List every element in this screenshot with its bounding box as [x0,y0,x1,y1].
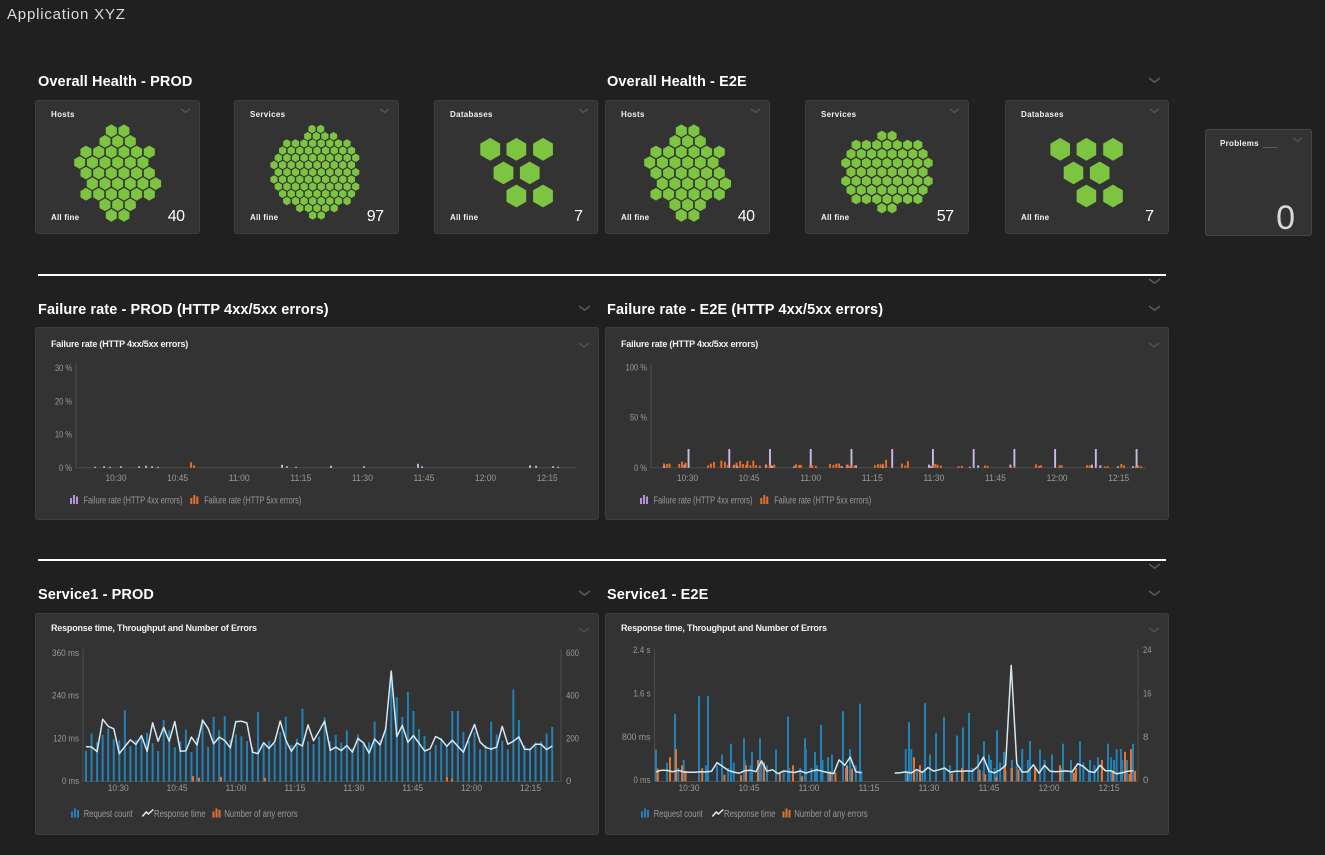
svg-text:1.6 s: 1.6 s [634,689,651,700]
svg-text:2.4 s: 2.4 s [633,645,651,656]
svg-text:10:30: 10:30 [679,783,700,794]
svg-text:16: 16 [1143,689,1152,700]
svg-text:Response time: Response time [154,809,206,820]
svg-text:30 %: 30 % [55,363,72,374]
svg-text:50 %: 50 % [630,413,647,424]
svg-text:11:30: 11:30 [343,783,364,794]
svg-text:12:15: 12:15 [1108,473,1129,484]
svg-text:20 %: 20 % [55,397,72,408]
svg-text:10:45: 10:45 [739,783,760,794]
svg-text:12:15: 12:15 [520,783,541,794]
svg-text:12:00: 12:00 [1039,783,1060,794]
svg-text:12:00: 12:00 [461,783,482,794]
svg-text:Number of any errors: Number of any errors [224,809,298,820]
svg-text:200: 200 [566,734,579,745]
svg-text:400: 400 [566,691,579,702]
svg-text:11:15: 11:15 [290,473,311,484]
svg-text:10:30: 10:30 [106,473,127,484]
svg-text:12:15: 12:15 [537,473,558,484]
svg-text:600: 600 [566,648,579,659]
svg-text:11:45: 11:45 [402,783,423,794]
svg-text:11:30: 11:30 [352,473,373,484]
svg-text:24: 24 [1143,645,1152,656]
svg-text:8: 8 [1143,732,1148,743]
svg-text:0: 0 [566,776,571,787]
svg-text:Request count: Request count [654,809,703,820]
svg-text:11:15: 11:15 [284,783,305,794]
svg-text:100 %: 100 % [626,363,648,374]
svg-text:11:45: 11:45 [985,473,1006,484]
svg-text:Failure rate (HTTP 4xx errors): Failure rate (HTTP 4xx errors) [84,496,183,507]
svg-text:11:30: 11:30 [919,783,940,794]
svg-text:10:30: 10:30 [108,783,129,794]
svg-text:Request count: Request count [84,809,133,820]
svg-text:12:00: 12:00 [475,473,496,484]
svg-text:11:00: 11:00 [800,473,821,484]
svg-text:11:45: 11:45 [979,783,1000,794]
svg-text:11:30: 11:30 [923,473,944,484]
svg-text:Failure rate (HTTP 4xx errors): Failure rate (HTTP 4xx errors) [654,496,753,507]
svg-text:11:00: 11:00 [226,783,247,794]
svg-text:0 %: 0 % [634,463,647,474]
svg-text:12:15: 12:15 [1099,783,1120,794]
svg-text:Number of any errors: Number of any errors [794,809,868,820]
svg-text:10:45: 10:45 [167,473,188,484]
svg-text:0 ms: 0 ms [62,776,79,787]
svg-text:0 ms: 0 ms [634,775,651,786]
svg-text:120 ms: 120 ms [53,734,79,745]
svg-text:10:45: 10:45 [167,783,188,794]
svg-text:Response time: Response time [724,809,776,820]
svg-text:Failure rate (HTTP 5xx errors): Failure rate (HTTP 5xx errors) [204,496,301,507]
svg-text:11:45: 11:45 [414,473,435,484]
svg-text:360 ms: 360 ms [52,648,79,659]
svg-text:240 ms: 240 ms [52,691,79,702]
svg-text:800 ms: 800 ms [622,732,651,743]
svg-text:10:30: 10:30 [677,473,698,484]
svg-text:10:45: 10:45 [739,473,760,484]
svg-text:10 %: 10 % [55,430,72,441]
svg-text:11:00: 11:00 [799,783,820,794]
svg-text:Failure rate (HTTP 5xx errors): Failure rate (HTTP 5xx errors) [774,496,871,507]
svg-text:0: 0 [1143,775,1148,786]
svg-text:0 %: 0 % [59,463,72,474]
svg-text:11:15: 11:15 [862,473,883,484]
svg-text:11:15: 11:15 [859,783,880,794]
svg-text:11:00: 11:00 [229,473,250,484]
svg-text:12:00: 12:00 [1047,473,1068,484]
